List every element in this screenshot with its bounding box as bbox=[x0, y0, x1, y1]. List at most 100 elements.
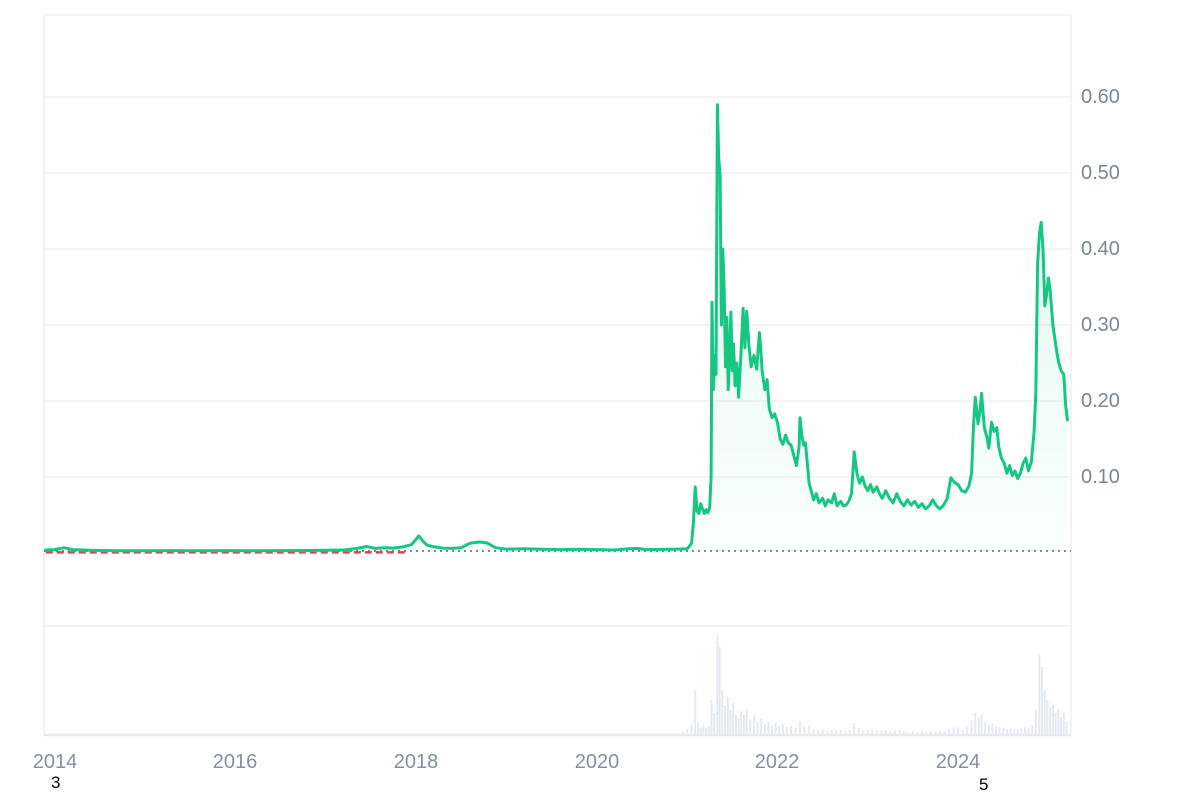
volume-bar bbox=[774, 723, 777, 735]
volume-bar bbox=[808, 725, 811, 735]
volume-bar bbox=[835, 731, 838, 735]
volume-bar bbox=[1005, 729, 1008, 735]
volume-bar bbox=[734, 715, 737, 735]
volume-bar bbox=[1065, 721, 1068, 735]
volume-bar bbox=[1023, 727, 1026, 735]
volume-bar bbox=[866, 730, 869, 735]
volume-bar bbox=[1016, 729, 1019, 735]
volume-bar bbox=[729, 710, 732, 735]
volume-bar bbox=[753, 715, 755, 735]
volume-bar bbox=[710, 700, 713, 735]
volume-bar bbox=[790, 726, 792, 735]
volume-bar bbox=[984, 722, 987, 735]
volume-bar bbox=[952, 727, 955, 735]
volume-bar bbox=[957, 728, 960, 735]
volume-bar bbox=[1002, 728, 1005, 735]
y-tick-label: 0.40 bbox=[1081, 238, 1120, 260]
volume-bar bbox=[726, 697, 729, 735]
volume-bar bbox=[875, 730, 878, 735]
volume-bar bbox=[812, 729, 815, 735]
volume-bar bbox=[760, 718, 763, 735]
volume-bar bbox=[713, 713, 716, 735]
volume-bar bbox=[1027, 728, 1030, 735]
volume-bar bbox=[1009, 728, 1012, 735]
volume-bar bbox=[718, 647, 721, 735]
volume-bar bbox=[966, 727, 969, 735]
overlay-number-right: 5 bbox=[979, 775, 989, 794]
volume-bar bbox=[694, 690, 697, 735]
volume-bar bbox=[724, 705, 727, 735]
volume-bar bbox=[848, 730, 851, 735]
volume-bar bbox=[970, 721, 973, 735]
volume-bar bbox=[756, 722, 759, 735]
x-tick-label: 2024 bbox=[935, 751, 981, 773]
volume-bar bbox=[749, 719, 752, 735]
volume-bar bbox=[732, 703, 735, 735]
volume-bar bbox=[737, 718, 740, 735]
price-area-fill bbox=[45, 104, 1068, 553]
volume-bar bbox=[911, 731, 914, 735]
volume-bar bbox=[740, 711, 743, 735]
volume-bar bbox=[686, 729, 689, 735]
volume-bar bbox=[745, 709, 748, 735]
y-tick-label: 0.50 bbox=[1081, 162, 1120, 184]
x-tick-label: 2016 bbox=[212, 751, 258, 773]
volume-bar bbox=[902, 731, 905, 735]
volume-bar bbox=[1043, 690, 1046, 735]
volume-bar bbox=[853, 723, 856, 735]
price-line bbox=[44, 103, 1069, 553]
volume-bar bbox=[925, 732, 928, 735]
volume-bar bbox=[1060, 717, 1063, 735]
volume-bar bbox=[707, 726, 710, 735]
volume-bar bbox=[702, 725, 705, 735]
volume-bar bbox=[907, 732, 910, 735]
volume-bar bbox=[884, 730, 887, 735]
volume-bar bbox=[880, 731, 883, 735]
volume-bar bbox=[830, 730, 833, 735]
volume-bar bbox=[839, 730, 842, 735]
volume-bar bbox=[977, 717, 980, 735]
volume-bar bbox=[1038, 655, 1041, 735]
volume-bar bbox=[681, 731, 684, 735]
volume-bar bbox=[763, 724, 766, 735]
volume-bar bbox=[987, 725, 990, 735]
volume-bar bbox=[778, 726, 781, 735]
volume-bar bbox=[690, 725, 693, 735]
volume-bar bbox=[995, 726, 997, 735]
volume-bar bbox=[743, 715, 745, 735]
volume-bar bbox=[781, 724, 784, 735]
y-tick-label: 0.30 bbox=[1081, 314, 1120, 336]
volume-bar bbox=[803, 727, 806, 735]
volume-bar bbox=[961, 730, 964, 735]
volume-bar bbox=[1031, 725, 1034, 735]
volume-bar bbox=[767, 722, 770, 735]
volume-bar bbox=[1013, 729, 1016, 735]
volume-bar bbox=[1020, 728, 1023, 735]
volume-bar bbox=[862, 730, 865, 735]
volume-bar bbox=[916, 732, 919, 735]
x-tick-label: 2020 bbox=[574, 751, 620, 773]
volume-bar bbox=[1049, 707, 1052, 735]
volume-bar bbox=[821, 729, 824, 735]
y-tick-label: 0.60 bbox=[1081, 86, 1120, 108]
volume-bar bbox=[939, 731, 941, 735]
volume-bar bbox=[785, 727, 788, 735]
volume-bar bbox=[794, 728, 797, 735]
volume-bar bbox=[697, 723, 699, 735]
volume-bar bbox=[934, 732, 937, 735]
volume-bar bbox=[980, 715, 983, 735]
volume-bar bbox=[826, 731, 829, 735]
volume-bar bbox=[1041, 667, 1044, 735]
volume-bar bbox=[1034, 710, 1037, 735]
volume-bar bbox=[1054, 713, 1057, 735]
volume-bar bbox=[948, 729, 951, 735]
overlay-number-left: 3 bbox=[51, 773, 61, 792]
volume-bar bbox=[974, 713, 977, 735]
volume-bar bbox=[998, 727, 1001, 735]
x-tick-label: 2018 bbox=[393, 751, 439, 773]
volume-bar bbox=[893, 731, 896, 735]
x-tick-label: 2022 bbox=[754, 751, 800, 773]
volume-bar bbox=[1046, 700, 1049, 735]
